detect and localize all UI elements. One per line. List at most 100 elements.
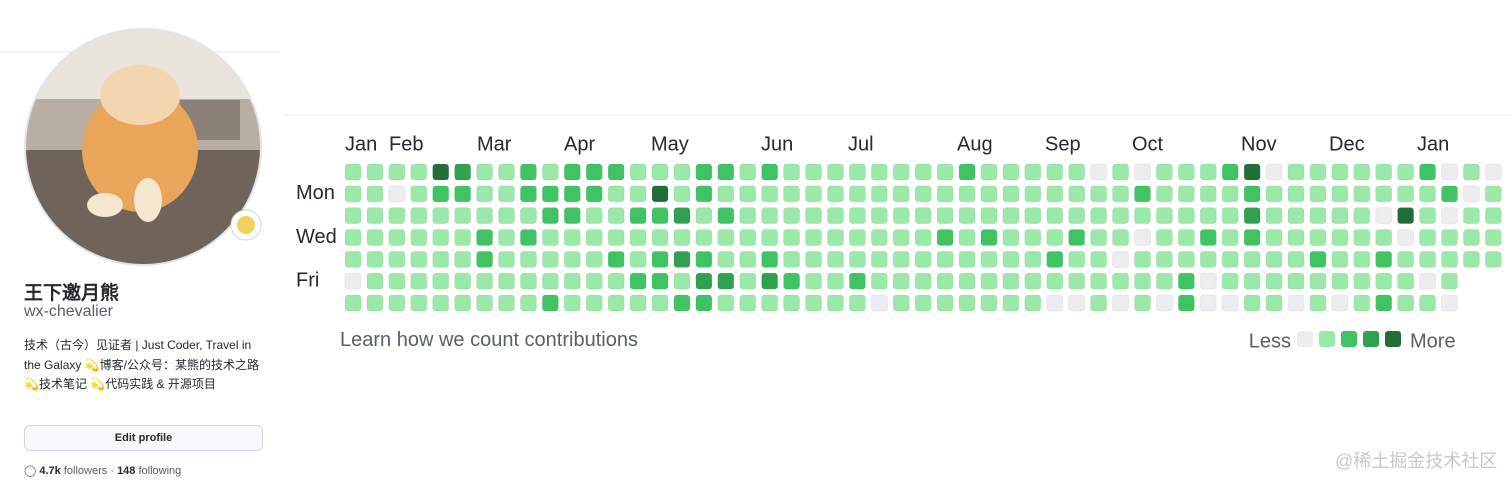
- contribution-cell: [563, 163, 581, 181]
- contribution-cell: [1265, 207, 1283, 225]
- contribution-cell: [388, 272, 406, 290]
- edit-profile-button[interactable]: Edit profile: [24, 425, 263, 451]
- contribution-cell: [1353, 272, 1371, 290]
- following-label[interactable]: following: [138, 465, 182, 477]
- contribution-cell: [936, 250, 954, 268]
- learn-link[interactable]: Learn how we count contributions: [340, 329, 638, 351]
- contribution-cell: [1024, 207, 1042, 225]
- contribution-cell: [980, 294, 998, 312]
- contribution-cell: [476, 250, 494, 268]
- contribution-cell: [761, 207, 779, 225]
- contribution-cell: [366, 185, 384, 203]
- contribution-cell: [848, 163, 866, 181]
- legend-swatch: [1297, 331, 1313, 347]
- contribution-cell: [1199, 207, 1217, 225]
- contribution-cell: [585, 163, 603, 181]
- contribution-cell: [1331, 250, 1349, 268]
- contribution-cell: [1397, 207, 1415, 225]
- month-label: Dec: [1329, 133, 1365, 155]
- contribution-cell: [1375, 163, 1393, 181]
- contribution-cell: [1177, 272, 1195, 290]
- contribution-cell: [1177, 228, 1195, 246]
- month-label: Nov: [1241, 133, 1277, 155]
- contribution-cell: [651, 294, 669, 312]
- contribution-cell: [761, 185, 779, 203]
- followers-label[interactable]: followers: [63, 465, 108, 477]
- contribution-cell: [1112, 250, 1130, 268]
- contribution-cell: [739, 272, 757, 290]
- contribution-cell: [651, 228, 669, 246]
- contribution-cell: [1419, 185, 1437, 203]
- contribution-cell: [344, 250, 362, 268]
- contribution-cell: [498, 185, 516, 203]
- contribution-cell: [717, 272, 735, 290]
- contribution-cell: [519, 185, 537, 203]
- contribution-cell: [1046, 294, 1064, 312]
- contribution-cell: [454, 294, 472, 312]
- contribution-cell: [607, 272, 625, 290]
- contribution-cell: [585, 272, 603, 290]
- contribution-cell: [1397, 163, 1415, 181]
- followers-count[interactable]: 4.7k: [39, 465, 61, 477]
- contribution-cell: [498, 272, 516, 290]
- follow-stats: ◯ 4.7k followers · 148 following: [24, 464, 181, 477]
- contribution-cell: [519, 207, 537, 225]
- contribution-cell: [783, 272, 801, 290]
- contribution-cell: [761, 250, 779, 268]
- contribution-cell: [607, 163, 625, 181]
- following-count[interactable]: 148: [117, 465, 136, 477]
- contribution-cell: [1353, 185, 1371, 203]
- contribution-cell: [717, 207, 735, 225]
- contribution-cell: [673, 185, 691, 203]
- contribution-cell: [1090, 228, 1108, 246]
- contribution-cell: [1287, 294, 1305, 312]
- contribution-cell: [432, 272, 450, 290]
- contribution-cell: [607, 228, 625, 246]
- contribution-cell: [563, 250, 581, 268]
- month-label: Jan: [1417, 133, 1449, 155]
- contribution-cell: [563, 185, 581, 203]
- contribution-cell: [1375, 228, 1393, 246]
- contribution-cell: [476, 228, 494, 246]
- contribution-cell: [980, 163, 998, 181]
- contribution-cell: [1375, 207, 1393, 225]
- contribution-cell: [1221, 250, 1239, 268]
- contribution-cell: [541, 207, 559, 225]
- contribution-cell: [892, 163, 910, 181]
- contribution-cell: [1484, 207, 1502, 225]
- contribution-cell: [1221, 272, 1239, 290]
- contribution-cell: [1199, 272, 1217, 290]
- contribution-cell: [914, 250, 932, 268]
- contribution-cell: [563, 272, 581, 290]
- contribution-cell: [1133, 272, 1151, 290]
- contribution-cell: [1024, 272, 1042, 290]
- contribution-cell: [410, 185, 428, 203]
- contribution-cell: [607, 207, 625, 225]
- contribution-cell: [1243, 228, 1261, 246]
- contribution-cell: [541, 163, 559, 181]
- contribution-cell: [541, 294, 559, 312]
- contribution-cell: [936, 185, 954, 203]
- contribution-cell: [1155, 294, 1173, 312]
- contribution-cell: [1112, 163, 1130, 181]
- contribution-cell: [388, 163, 406, 181]
- contribution-cell: [870, 272, 888, 290]
- legend-swatch: [1385, 331, 1401, 347]
- contribution-cell: [1331, 294, 1349, 312]
- contribution-cell: [892, 250, 910, 268]
- contribution-cell: [1309, 207, 1327, 225]
- contribution-cell: [344, 163, 362, 181]
- contribution-cell: [783, 207, 801, 225]
- contribution-cell: [1419, 272, 1437, 290]
- contribution-cell: [1068, 228, 1086, 246]
- contribution-cell: [1287, 272, 1305, 290]
- contribution-cell: [1287, 250, 1305, 268]
- bio: 技术（古今）见证者 | Just Coder, Travel in the Ga…: [24, 338, 259, 391]
- contribution-cell: [1046, 250, 1064, 268]
- username: wx-chevalier: [24, 303, 113, 320]
- contribution-cell: [805, 185, 823, 203]
- contribution-cell: [761, 163, 779, 181]
- contribution-cell: [454, 250, 472, 268]
- contribution-cell: [410, 207, 428, 225]
- contribution-cell: [1441, 228, 1458, 246]
